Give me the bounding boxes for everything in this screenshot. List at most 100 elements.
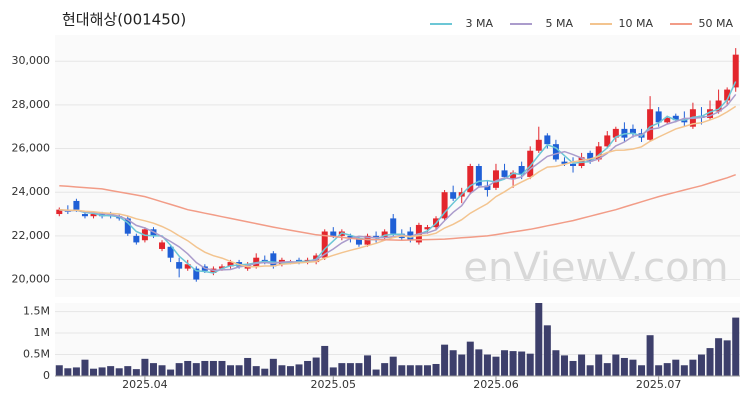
candle-body (167, 246, 174, 258)
candle-body (441, 192, 448, 219)
volume-bar (715, 338, 723, 376)
candle-body (604, 135, 611, 147)
x-tick-label: 2025.05 (311, 378, 357, 391)
volume-bar (132, 369, 140, 376)
volume-bar (398, 365, 406, 376)
candle-body (159, 242, 166, 249)
candle-body (390, 218, 397, 234)
volume-bar (663, 363, 671, 376)
volume-bar (483, 354, 491, 376)
candle-body (707, 109, 714, 118)
y-tick-label: 30,000 (12, 54, 51, 67)
candle-body (647, 109, 654, 140)
candle-body (629, 128, 636, 134)
volume-bar (364, 355, 372, 376)
volume-bar (680, 365, 688, 376)
candle-body (484, 185, 491, 191)
volume-bar (201, 360, 209, 376)
volume-bar (295, 364, 303, 376)
volume-bar (526, 353, 534, 376)
candle-body (270, 253, 277, 267)
candle-body (467, 166, 474, 193)
volume-bar (286, 366, 294, 376)
y-tick-label: 28,000 (12, 98, 51, 111)
volume-bar (149, 363, 157, 376)
volume-bar (732, 317, 740, 376)
y-tick-label: 26,000 (12, 142, 51, 155)
candle-body (475, 166, 482, 186)
volume-bar (689, 359, 697, 376)
volume-bar (261, 368, 269, 376)
volume-bar (509, 351, 517, 376)
volume-bar (158, 365, 166, 376)
volume-bar (706, 348, 714, 376)
candle-body (664, 117, 671, 123)
candle-body (535, 139, 542, 151)
legend-label: 10 MA (618, 17, 653, 30)
candle-body (595, 146, 602, 160)
volume-bar (578, 354, 586, 376)
volume-bar (312, 357, 320, 376)
legend-label: 50 MA (698, 17, 733, 30)
volume-bar (269, 358, 277, 376)
volume-bar (638, 365, 646, 376)
candle-body (570, 163, 577, 166)
volume-bar (192, 363, 200, 376)
y-tick-label: 0 (43, 369, 50, 382)
volume-bar (475, 349, 483, 376)
candle-body (732, 54, 739, 88)
candle-body (544, 135, 551, 145)
y-tick-label: 0.5M (23, 348, 50, 361)
candle-body (561, 161, 568, 164)
ma-line (59, 173, 736, 241)
volume-bar (620, 357, 628, 376)
volume-bar (64, 368, 72, 376)
volume-bar (141, 358, 149, 376)
volume-bar (697, 354, 705, 376)
volume-bar (603, 363, 611, 376)
volume-bar (569, 360, 577, 376)
volume-bar (184, 360, 192, 376)
volume-bar (415, 365, 423, 376)
volume-bar (107, 366, 115, 376)
y-tick-label: 1M (34, 326, 51, 339)
candle-body (347, 235, 354, 239)
volume-bar (646, 335, 654, 376)
candle-body (612, 128, 619, 138)
volume-bar (209, 360, 217, 376)
candle-body (715, 100, 722, 112)
candle-body (184, 264, 191, 269)
volume-bar (72, 367, 80, 376)
volume-bar (329, 367, 337, 376)
volume-plot-bg (55, 303, 740, 376)
volume-bar (595, 354, 603, 376)
candle-body (176, 262, 183, 269)
watermark: enViewV.com (463, 245, 728, 291)
volume-bar (321, 345, 329, 376)
volume-bar (552, 350, 560, 376)
volume-bar (423, 365, 431, 376)
volume-bar (218, 360, 226, 376)
volume-bar (381, 363, 389, 376)
volume-bar (227, 365, 235, 376)
volume-bar (629, 359, 637, 376)
candle-body (492, 170, 499, 188)
ma-line (59, 81, 737, 274)
volume-bar (586, 365, 594, 376)
candle-body (424, 227, 431, 230)
volume-bar (518, 351, 526, 376)
volume-bar (355, 363, 363, 376)
candle-body (321, 231, 328, 258)
volume-bar (115, 368, 123, 376)
volume-bar (252, 366, 260, 376)
y-tick-label: 20,000 (12, 273, 51, 286)
volume-bar (124, 366, 132, 376)
candle-body (681, 120, 688, 123)
ma-line (59, 105, 737, 268)
volume-bar (672, 359, 680, 376)
volume-bar (492, 356, 500, 376)
candle-body (655, 111, 662, 123)
candle-body (90, 214, 97, 217)
volume-bar (304, 360, 312, 376)
